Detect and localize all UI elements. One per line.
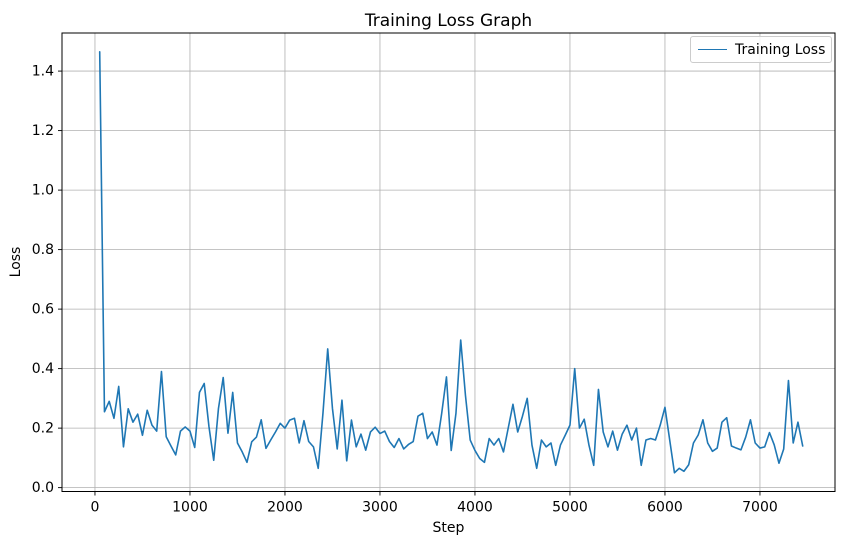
y-tick-label: 1.0 [32,183,54,199]
y-tick-label: 0.0 [32,480,54,496]
x-tick-label: 5000 [552,500,588,516]
x-axis-label: Step [432,520,465,536]
x-tick-label: 2000 [267,500,303,516]
legend: Training Loss [690,36,832,63]
y-tick-label: 0.4 [32,361,54,377]
y-tick-label: 0.6 [32,302,54,318]
x-tick-label: 0 [91,500,100,516]
x-tick-label: 1000 [172,500,208,516]
chart-title: Training Loss Graph [364,11,533,31]
y-tick-label: 0.8 [32,242,54,258]
training-loss-line [98,50,804,474]
x-tick-label: 4000 [457,500,493,516]
y-tick-label: 0.2 [32,421,54,437]
legend-line-swatch [698,49,727,50]
y-tick-label: 1.2 [32,123,54,139]
y-tick-label: 1.4 [32,64,54,80]
y-axis-label: Loss [8,246,24,278]
legend-label: Training Loss [735,41,826,58]
x-tick-label: 3000 [362,500,398,516]
axes-spines [61,32,836,492]
x-tick-label: 6000 [647,500,683,516]
x-tick-label: 7000 [742,500,778,516]
